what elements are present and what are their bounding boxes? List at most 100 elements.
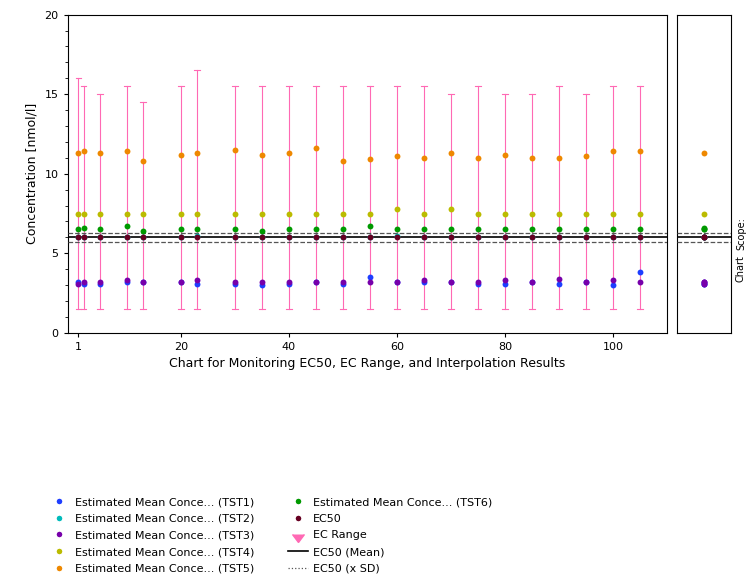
Point: [472, 232, 484, 242]
Point: [526, 232, 538, 242]
Legend: Estimated Mean Conce... (TST1), Estimated Mean Conce... (TST2), Estimated Mean C: Estimated Mean Conce... (TST1), Estimate…: [45, 493, 497, 578]
Point: [175, 277, 187, 287]
Point: [78, 232, 90, 242]
Text: Chart: Chart: [736, 255, 746, 282]
Point: [580, 225, 592, 234]
Point: [310, 225, 322, 234]
Point: [72, 232, 84, 242]
Point: [94, 232, 106, 242]
Point: [698, 232, 710, 242]
Point: [121, 277, 133, 287]
Point: [553, 153, 565, 162]
Point: [499, 232, 511, 242]
Point: [391, 231, 403, 241]
Point: [472, 209, 484, 218]
Point: [364, 232, 376, 242]
Point: [364, 155, 376, 164]
Point: [72, 148, 84, 158]
Point: [94, 277, 106, 287]
Point: [191, 225, 203, 234]
Point: [472, 225, 484, 234]
Point: [445, 204, 457, 213]
Point: [418, 232, 430, 242]
Point: [283, 232, 295, 242]
Point: [310, 277, 322, 287]
Text: Scope:: Scope:: [736, 217, 746, 250]
Point: [472, 232, 484, 242]
Point: [698, 225, 710, 234]
Point: [310, 232, 322, 242]
Point: [78, 147, 90, 156]
Point: [499, 279, 511, 288]
Point: [256, 209, 268, 218]
Point: [698, 232, 710, 242]
Point: [607, 232, 619, 242]
Point: [698, 148, 710, 158]
Point: [137, 277, 149, 287]
Point: [337, 232, 349, 242]
Point: [607, 276, 619, 285]
Point: [580, 232, 592, 242]
Point: [256, 232, 268, 242]
Point: [526, 209, 538, 218]
Point: [72, 277, 84, 287]
Point: [175, 209, 187, 218]
Point: [283, 225, 295, 234]
Point: [553, 279, 565, 288]
Point: [364, 209, 376, 218]
Point: [78, 232, 90, 242]
Point: [526, 277, 538, 287]
Point: [580, 209, 592, 218]
Point: [499, 225, 511, 234]
Point: [229, 232, 241, 242]
Point: [445, 232, 457, 242]
Point: [78, 223, 90, 232]
Point: [499, 209, 511, 218]
Point: [698, 277, 710, 287]
Point: [283, 209, 295, 218]
Point: [229, 279, 241, 288]
Point: [78, 277, 90, 287]
Point: [526, 277, 538, 287]
Point: [634, 267, 646, 277]
Point: [391, 225, 403, 234]
Point: [94, 232, 106, 242]
Point: [634, 232, 646, 242]
Point: [121, 276, 133, 285]
Point: [364, 277, 376, 287]
Point: [283, 277, 295, 287]
Point: [191, 232, 203, 242]
Point: [364, 232, 376, 242]
Point: [580, 232, 592, 242]
Point: [72, 209, 84, 218]
Point: [175, 225, 187, 234]
Point: [445, 148, 457, 158]
Point: [337, 232, 349, 242]
Point: [634, 225, 646, 234]
Point: [391, 152, 403, 161]
Point: [229, 232, 241, 242]
Point: [175, 277, 187, 287]
Point: [580, 277, 592, 287]
Point: [607, 280, 619, 290]
Point: [472, 279, 484, 288]
Point: [634, 277, 646, 287]
Point: [229, 225, 241, 234]
Point: [418, 232, 430, 242]
Point: [445, 225, 457, 234]
Point: [391, 277, 403, 287]
Point: [698, 209, 710, 218]
Point: [472, 153, 484, 162]
Point: [72, 232, 84, 242]
Point: [256, 227, 268, 236]
Point: [418, 209, 430, 218]
Point: [418, 276, 430, 285]
Point: [256, 232, 268, 242]
Point: [607, 147, 619, 156]
Point: [445, 232, 457, 242]
Point: [698, 279, 710, 288]
Point: [607, 225, 619, 234]
Point: [175, 150, 187, 159]
Point: [499, 150, 511, 159]
Point: [337, 277, 349, 287]
